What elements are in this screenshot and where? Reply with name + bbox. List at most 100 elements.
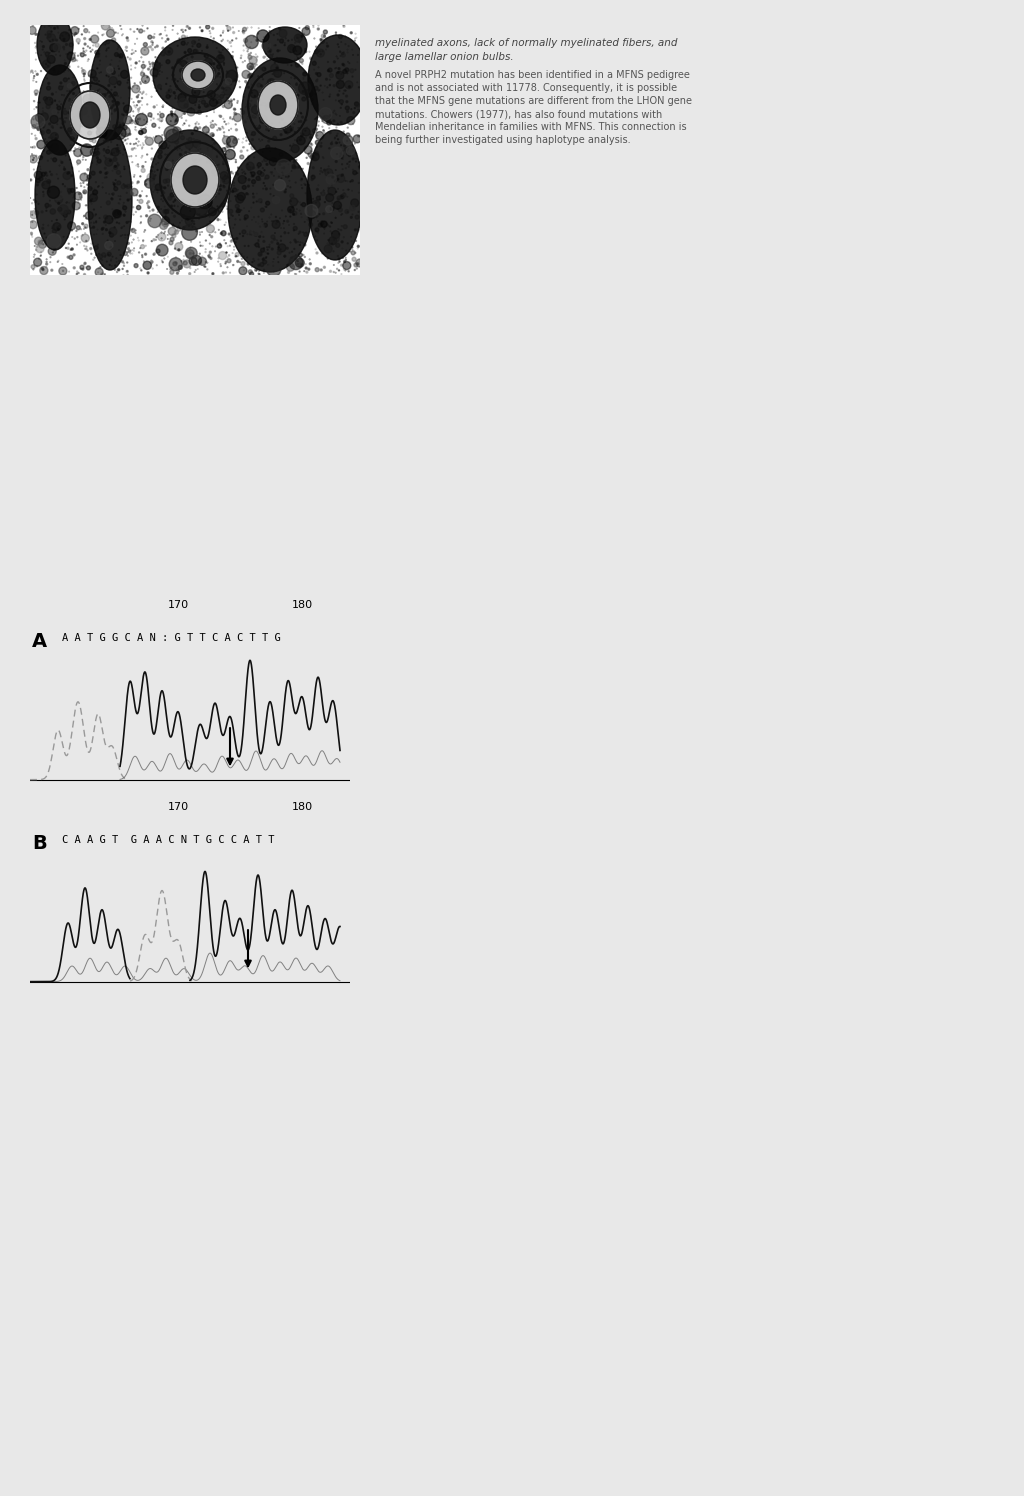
Circle shape [47, 55, 55, 63]
Circle shape [124, 105, 132, 114]
Circle shape [260, 262, 264, 266]
Circle shape [166, 169, 168, 171]
Circle shape [63, 39, 66, 40]
Circle shape [284, 126, 292, 133]
Circle shape [77, 226, 80, 230]
Circle shape [259, 115, 267, 123]
Circle shape [307, 163, 309, 165]
Circle shape [248, 54, 250, 55]
Circle shape [337, 197, 339, 200]
Circle shape [171, 205, 173, 206]
Circle shape [295, 259, 304, 268]
Circle shape [138, 28, 142, 33]
Circle shape [90, 148, 98, 156]
Circle shape [206, 175, 208, 178]
Circle shape [260, 248, 264, 253]
Circle shape [110, 247, 112, 248]
Circle shape [274, 180, 286, 190]
Circle shape [244, 114, 259, 130]
Circle shape [119, 55, 121, 57]
Circle shape [294, 239, 296, 241]
Circle shape [114, 127, 126, 139]
Circle shape [303, 72, 307, 76]
Circle shape [111, 153, 113, 156]
Circle shape [336, 81, 344, 88]
Circle shape [343, 25, 345, 27]
Circle shape [68, 172, 70, 174]
Circle shape [141, 46, 148, 55]
Circle shape [34, 259, 42, 266]
Circle shape [257, 126, 260, 129]
Circle shape [342, 63, 344, 66]
Circle shape [260, 85, 262, 87]
Circle shape [268, 48, 270, 49]
Circle shape [324, 36, 326, 37]
Circle shape [316, 196, 321, 200]
Circle shape [347, 153, 349, 156]
Circle shape [352, 257, 356, 262]
Circle shape [313, 156, 315, 157]
Circle shape [113, 209, 121, 218]
Circle shape [195, 49, 199, 54]
Circle shape [50, 144, 58, 151]
Circle shape [150, 260, 152, 263]
Circle shape [340, 154, 344, 159]
Circle shape [112, 37, 116, 42]
Circle shape [124, 186, 126, 187]
Circle shape [83, 73, 85, 75]
Circle shape [206, 132, 210, 136]
Circle shape [48, 24, 50, 27]
Circle shape [45, 100, 47, 102]
Circle shape [97, 159, 101, 163]
Circle shape [141, 169, 145, 172]
Circle shape [213, 63, 215, 64]
Circle shape [77, 160, 81, 165]
Circle shape [106, 66, 114, 73]
Circle shape [68, 127, 72, 132]
Circle shape [256, 177, 260, 181]
Circle shape [141, 64, 145, 69]
Circle shape [163, 209, 167, 214]
Circle shape [288, 206, 294, 212]
Circle shape [175, 262, 177, 263]
Circle shape [335, 142, 337, 144]
Circle shape [252, 132, 256, 136]
Circle shape [304, 48, 306, 51]
Ellipse shape [183, 166, 207, 194]
Circle shape [227, 27, 231, 30]
Circle shape [53, 69, 55, 70]
Circle shape [74, 191, 82, 200]
Circle shape [206, 46, 208, 48]
Circle shape [350, 69, 354, 73]
Circle shape [244, 218, 246, 220]
Circle shape [208, 63, 211, 67]
Circle shape [113, 193, 115, 194]
Circle shape [255, 126, 257, 127]
Circle shape [193, 139, 201, 148]
Text: A: A [32, 631, 47, 651]
Circle shape [308, 142, 312, 147]
Circle shape [172, 233, 176, 238]
Circle shape [101, 229, 103, 230]
Ellipse shape [70, 91, 110, 139]
Text: B: B [32, 833, 47, 853]
Circle shape [108, 84, 110, 87]
Circle shape [338, 67, 340, 70]
Circle shape [46, 263, 48, 265]
Circle shape [67, 209, 71, 214]
Circle shape [204, 103, 208, 108]
Circle shape [226, 70, 238, 82]
Circle shape [236, 194, 244, 203]
Circle shape [104, 168, 106, 169]
Circle shape [117, 109, 119, 111]
Circle shape [147, 272, 150, 274]
Circle shape [113, 103, 115, 106]
Circle shape [319, 171, 322, 172]
Circle shape [311, 99, 313, 100]
Circle shape [296, 166, 298, 169]
Circle shape [266, 262, 281, 277]
Circle shape [166, 94, 170, 99]
Circle shape [117, 171, 121, 175]
Circle shape [134, 263, 138, 268]
Circle shape [210, 133, 214, 136]
